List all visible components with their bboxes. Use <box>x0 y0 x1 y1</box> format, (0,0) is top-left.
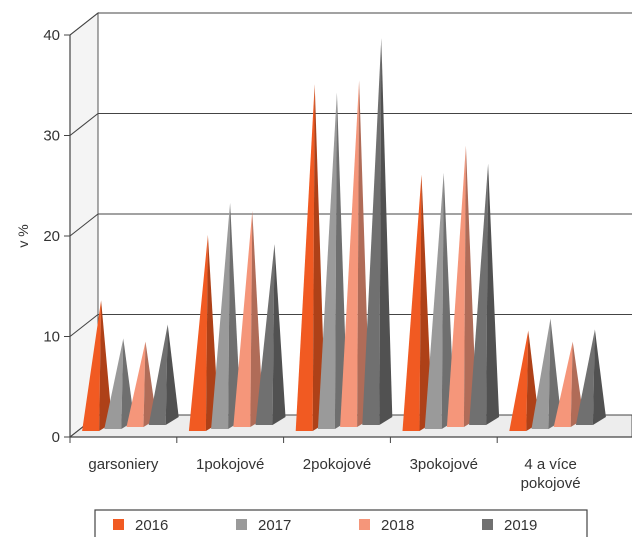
pyramid-face-front <box>469 164 488 425</box>
pyramid-face-front <box>211 203 230 429</box>
legend-swatch <box>113 519 124 530</box>
pyramid-face-front <box>189 235 208 431</box>
pyramid-face-side <box>379 38 392 425</box>
pyramid-face-front <box>403 175 422 431</box>
legend: 2016 2017 2018 2019 <box>95 510 587 537</box>
y-tick-label: 20 <box>43 228 60 245</box>
pyramid-face-side <box>166 325 179 426</box>
pyramid-bar <box>149 325 179 426</box>
category-label-line: garsoniery <box>88 456 159 473</box>
pyramid-face-front <box>296 84 315 431</box>
legend-label: 2019 <box>504 517 537 534</box>
pyramid-face-front <box>447 146 466 427</box>
y-tick-label: 40 <box>43 27 60 44</box>
gridline <box>70 114 632 136</box>
gridline <box>70 13 632 35</box>
category-label-line: 4 a více <box>524 456 577 473</box>
pyramid-face-side <box>593 330 606 425</box>
category-labels: garsoniery 1pokojové 2pokojové 3pokojové 4 a… <box>88 456 580 492</box>
pyramid-face-side <box>273 244 286 425</box>
legend-label: 2017 <box>258 517 291 534</box>
pyramid-bar <box>362 38 392 425</box>
pyramid-bar <box>469 164 499 425</box>
bars <box>82 38 606 431</box>
category-label: 4 a více pokojové <box>521 456 581 492</box>
category-label: 2pokojové <box>303 456 371 473</box>
pyramid-face-front <box>425 173 444 429</box>
legend-swatch <box>236 519 247 530</box>
pyramid-face-front <box>340 80 359 427</box>
pyramid-bar <box>256 244 286 425</box>
category-label-line: pokojové <box>521 475 581 492</box>
pyramid-face-front <box>362 38 381 425</box>
legend-swatch <box>482 519 493 530</box>
y-tick-label: 30 <box>43 128 60 145</box>
pyramid-face-front <box>149 325 168 426</box>
category-label: 1pokojové <box>196 456 264 473</box>
legend-swatch <box>359 519 370 530</box>
category-label: 3pokojové <box>410 456 478 473</box>
legend-label: 2016 <box>135 517 168 534</box>
pyramid-bar <box>576 330 606 425</box>
category-label-line: 2pokojové <box>303 456 371 473</box>
pyramid-face-side <box>486 164 499 425</box>
pyramid-face-front <box>233 211 252 427</box>
category-label-line: 1pokojové <box>196 456 264 473</box>
y-tick-label: 10 <box>43 329 60 346</box>
y-axis-title: v % <box>15 224 31 247</box>
category-label: garsoniery <box>88 456 159 473</box>
legend-label: 2018 <box>381 517 414 534</box>
pyramid-face-front <box>318 92 337 429</box>
category-label-line: 3pokojové <box>410 456 478 473</box>
y-tick-label: 0 <box>52 429 60 446</box>
